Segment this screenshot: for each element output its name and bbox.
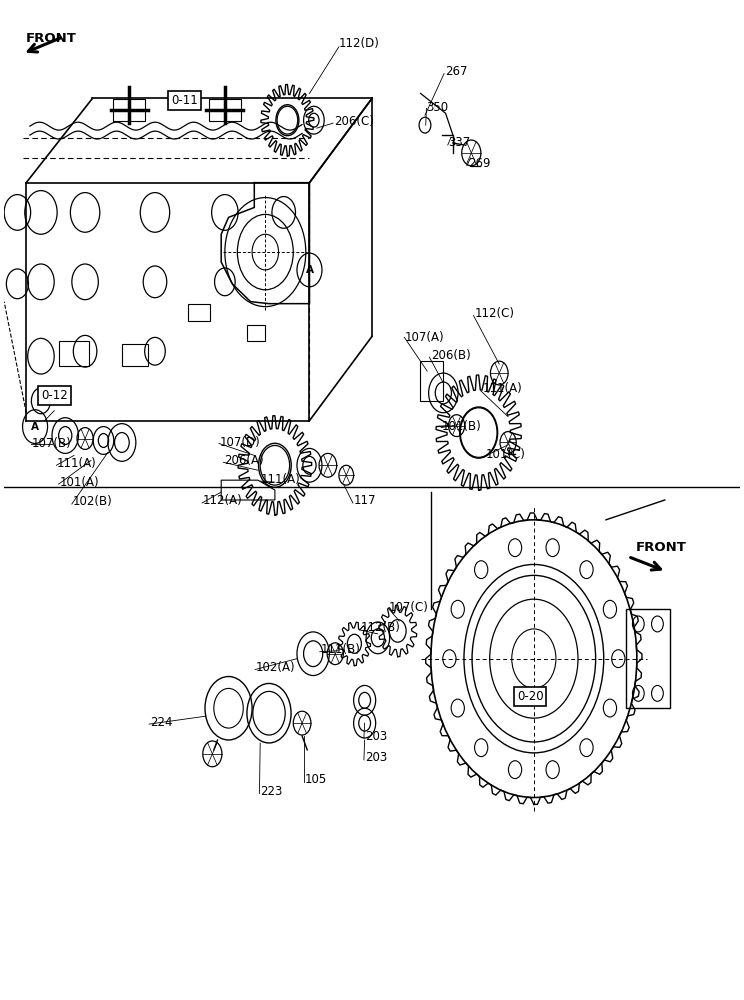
Text: 102(A): 102(A) <box>256 661 295 674</box>
Text: 337: 337 <box>449 136 471 149</box>
Text: FRONT: FRONT <box>26 32 77 45</box>
Text: 107(C): 107(C) <box>389 601 429 614</box>
Text: 0-20: 0-20 <box>517 690 543 703</box>
Text: 203: 203 <box>365 730 387 743</box>
Text: 0-12: 0-12 <box>41 389 68 402</box>
Text: 203: 203 <box>365 751 387 764</box>
Bar <box>208 99 241 121</box>
Text: 269: 269 <box>468 157 490 170</box>
Text: FRONT: FRONT <box>635 541 686 554</box>
Text: 350: 350 <box>426 101 449 114</box>
Text: 101(A): 101(A) <box>60 476 99 489</box>
Text: 206(A): 206(A) <box>224 454 264 467</box>
Text: 107(D): 107(D) <box>219 436 260 449</box>
Bar <box>60 341 89 366</box>
Bar <box>188 304 210 321</box>
Text: A: A <box>31 422 39 432</box>
Bar <box>122 344 147 366</box>
Text: 223: 223 <box>260 785 283 798</box>
Text: 0-11: 0-11 <box>171 94 198 107</box>
Text: 111(A): 111(A) <box>57 457 97 470</box>
Text: 224: 224 <box>150 716 173 729</box>
Text: 112(C): 112(C) <box>475 307 515 320</box>
Bar <box>247 325 266 341</box>
Text: 111(B): 111(B) <box>321 643 360 656</box>
Text: 111(A): 111(A) <box>482 382 522 395</box>
Text: 117: 117 <box>353 494 376 507</box>
Text: 102(B): 102(B) <box>73 495 112 508</box>
Text: 105: 105 <box>304 773 327 786</box>
Text: 267: 267 <box>446 65 468 78</box>
Text: 107(A): 107(A) <box>405 331 445 344</box>
Text: 112(A): 112(A) <box>203 494 243 507</box>
Text: 112(B): 112(B) <box>360 621 400 634</box>
Bar <box>113 99 145 121</box>
Text: 111(A): 111(A) <box>261 473 301 486</box>
Text: A: A <box>306 265 313 275</box>
Text: 107(B): 107(B) <box>32 437 72 450</box>
Text: 206(B): 206(B) <box>431 349 471 362</box>
Text: 206(C): 206(C) <box>334 115 373 128</box>
Text: 112(D): 112(D) <box>339 37 379 50</box>
Text: 101(C): 101(C) <box>486 448 526 461</box>
Text: 101(B): 101(B) <box>442 420 481 433</box>
